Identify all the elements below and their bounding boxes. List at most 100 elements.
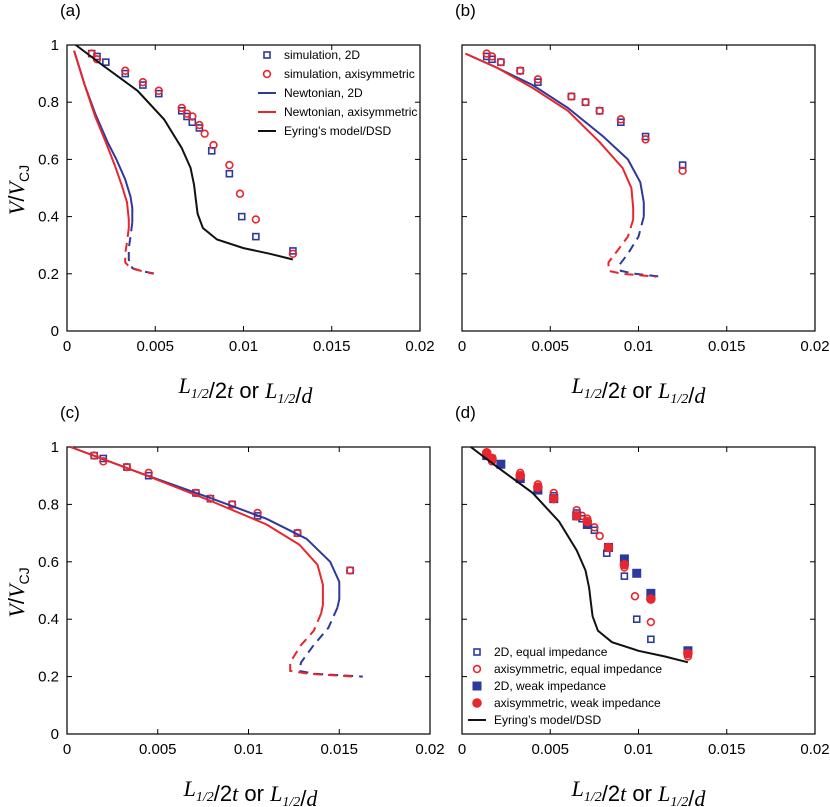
data-point [237,212,246,221]
data-point [571,511,582,521]
data-point [683,648,693,659]
y-tick-label: 0.2 [38,669,59,686]
legend-entry-1: axisymmetric, equal impedance [494,662,662,676]
data-point [641,135,650,144]
data-point [533,75,543,84]
x-tick-label: 0.01 [229,338,258,355]
data-point [235,189,245,198]
panel-label: (b) [455,1,476,20]
data-point [647,635,655,644]
series-line-dashed-3 [607,219,657,278]
legend-entry-1: simulation, axisymmetric [284,67,415,81]
data-point [515,470,526,481]
data-point [154,86,163,95]
y-tick-label: 0 [51,323,59,340]
data-point [678,166,687,176]
panel-label: (c) [60,403,80,422]
data-point [533,482,543,492]
y-tick-label: 1 [51,37,59,54]
legend-swatch-1 [262,69,272,79]
data-point [603,542,614,553]
x-tick-label: 0.01 [624,338,653,355]
y-axis-label-0: V/VCJ [4,165,32,215]
x-axis-label-0: L1/2/2t or L1/2/d [178,373,314,408]
data-point [496,459,506,469]
legend-entry-0: 2D, equal impedance [494,645,608,659]
x-axis-label-1: L1/2/2t or L1/2/d [571,373,707,408]
data-point [646,594,656,604]
x-tick-label: 0.005 [531,741,569,758]
data-point [632,568,642,578]
data-point [548,493,559,504]
data-point [630,592,640,601]
data-point [516,66,525,75]
x-tick-label: 0 [458,338,466,355]
data-point [188,112,197,121]
y-tick-label: 0.6 [38,151,59,168]
legend-entry-2: 2D, weak impedance [494,679,606,693]
data-point [581,97,590,107]
data-point [252,232,260,241]
x-tick-label: 0.005 [531,338,569,355]
legend-entry-4: Eyring’s model/DSD [494,713,601,727]
series-line-4 [75,44,294,261]
y-tick-label: 0.2 [38,266,59,283]
panel-label: (a) [60,1,81,20]
chart-panel-1: 0 0.005 0.01 0.015 0.02 (b) L1/2/2t or L1/2/d [455,1,830,408]
legend-entry-3: axisymmetric, weak impedance [494,696,661,710]
x-tick-label: 0.005 [136,338,174,355]
x-axis-label-3: L1/2/2t or L1/2/d [571,776,707,807]
x-tick-label: 0.015 [313,338,351,355]
series-line-dashed-2 [298,607,363,678]
series-line-dashed-2 [617,216,662,278]
plot-frame-0 [66,44,421,332]
y-tick-label: 0.6 [38,554,59,571]
x-tick-label: 0.02 [800,741,829,758]
chart-panel-3: 0 0.005 0.01 0.015 0.02 (d) L1/2/2t or L1/2/d 2… [455,403,830,807]
data-point [646,617,656,627]
series-line-4 [470,446,689,664]
x-tick-label: 0.02 [405,338,434,355]
x-tick-label: 0 [458,741,466,758]
x-tick-label: 0.01 [624,741,653,758]
data-point [200,129,209,138]
legend-3: 2D, equal impedance axisymmetric, equal i… [468,645,662,727]
chart-panel-2: 0 0.005 0.01 0.015 0.02 0 0.2 0.4 0.6 0.8 1(c) L1/2… [4,403,445,807]
series-line-3 [70,446,324,614]
series-line-2 [70,446,341,608]
data-point [619,559,630,570]
data-point [177,103,186,113]
x-tick-label: 0.02 [800,338,829,355]
series-line-3 [465,52,635,220]
y-tick-label: 0.8 [38,94,59,111]
series-line-dashed-3 [124,227,154,275]
data-point [251,215,261,224]
x-tick-label: 0.015 [708,741,746,758]
data-point [567,92,576,101]
y-tick-label: 0 [51,726,59,743]
data-point [620,572,629,580]
data-point [496,57,506,67]
data-point [195,120,204,130]
panel-label: (d) [455,403,476,422]
plot-frame-2 [66,446,431,735]
data-point [225,169,234,178]
y-tick-label: 0.8 [38,496,59,513]
series-line-dashed-3 [289,613,354,678]
x-tick-label: 0.02 [415,741,444,758]
data-point [582,516,593,527]
x-tick-label: 0 [63,741,71,758]
legend-entry-2: Newtonian, 2D [284,86,363,100]
x-axis-label-2: L1/2/2t or L1/2/d [183,776,319,807]
data-point [121,66,130,75]
data-point [345,566,355,575]
y-tick-label: 1 [51,439,59,456]
chart-panel-0: 0 0.005 0.01 0.015 0.02 0 0.2 0.4 0.6 0.8 1(a) L1/2… [4,1,435,408]
legend-0: simulation, 2D simulation, axisymmetric Ne… [258,48,417,138]
y-axis-label-2: V/VCJ [4,567,32,617]
series-line-dashed-2 [127,222,156,275]
series-line-2 [465,52,645,217]
x-tick-label: 0 [63,338,71,355]
data-point [138,77,148,87]
